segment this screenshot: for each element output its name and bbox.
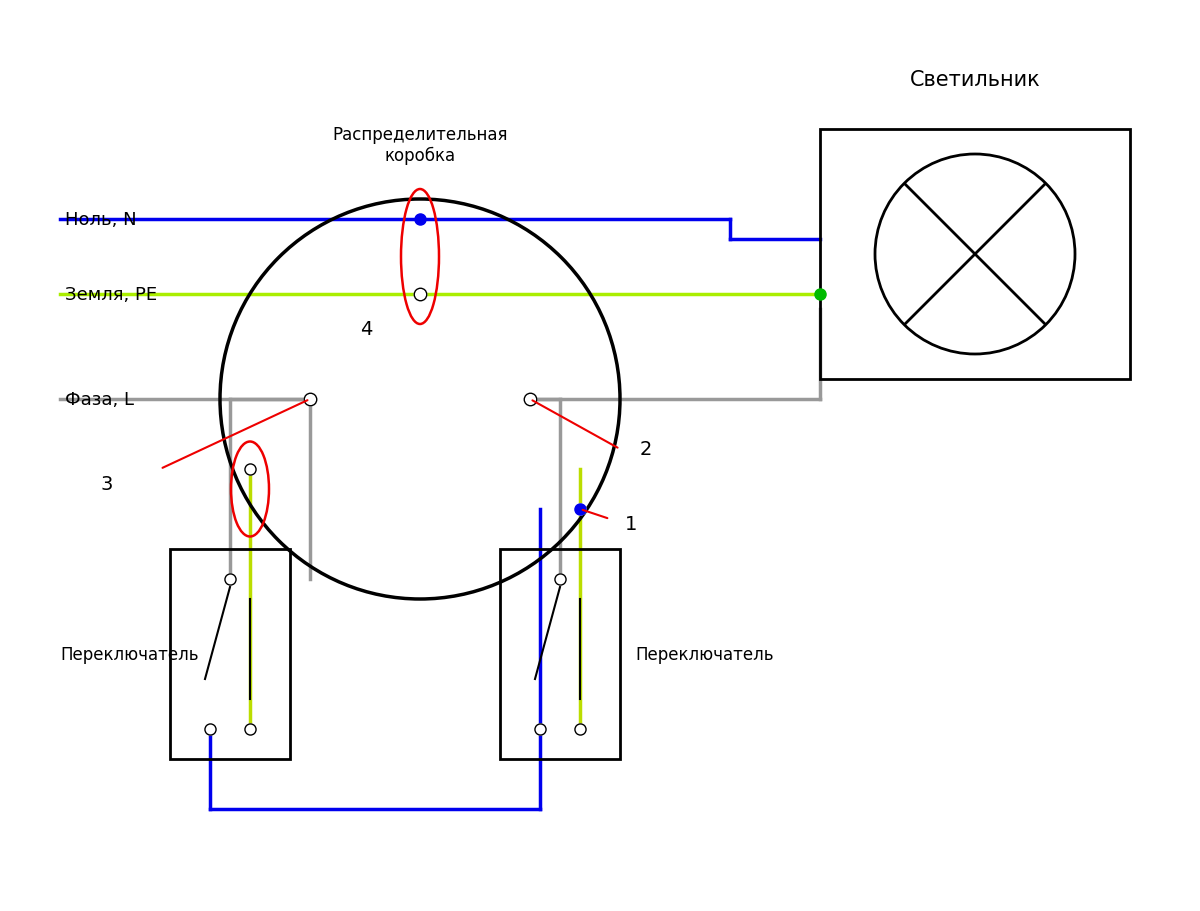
Text: Ноль, N: Ноль, N xyxy=(65,210,137,229)
Text: Переключатель: Переключатель xyxy=(635,645,774,663)
Bar xyxy=(170,549,290,759)
Text: 3: 3 xyxy=(100,475,113,494)
Text: 2: 2 xyxy=(640,439,653,458)
Text: Светильник: Светильник xyxy=(910,70,1040,90)
Text: Фаза, L: Фаза, L xyxy=(65,391,134,408)
Bar xyxy=(820,130,1130,380)
Bar xyxy=(500,549,620,759)
Text: 1: 1 xyxy=(625,515,637,534)
Text: 4: 4 xyxy=(360,320,372,339)
Text: Распределительная
коробка: Распределительная коробка xyxy=(332,126,508,165)
Text: Переключатель: Переключатель xyxy=(60,645,198,663)
Text: Земля, PE: Земля, PE xyxy=(65,286,157,303)
